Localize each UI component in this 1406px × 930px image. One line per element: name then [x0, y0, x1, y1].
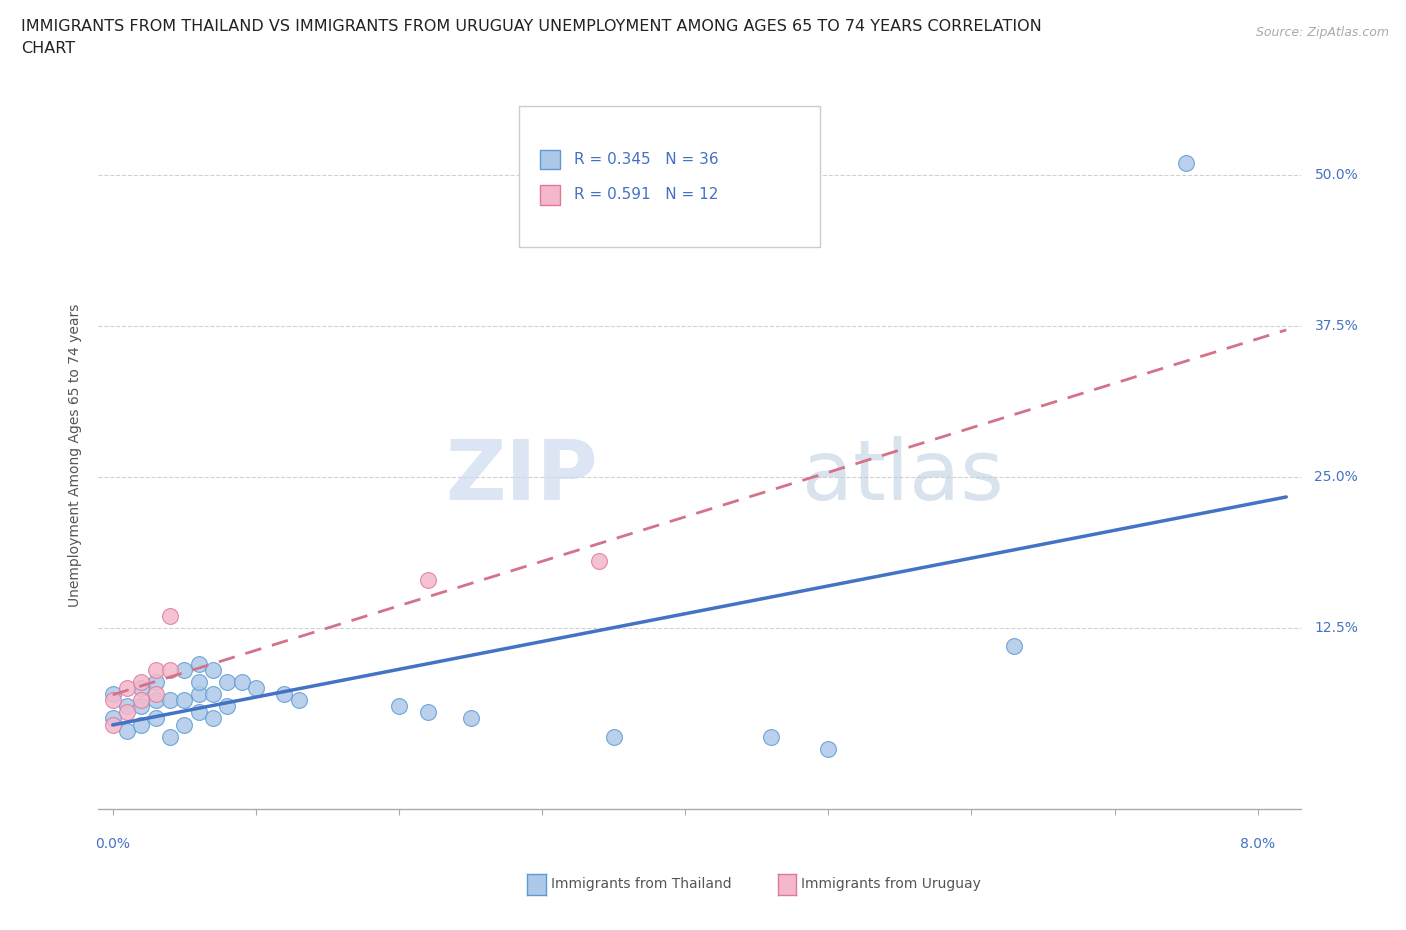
- Text: Immigrants from Uruguay: Immigrants from Uruguay: [801, 877, 981, 892]
- FancyBboxPatch shape: [519, 106, 820, 247]
- Point: [187, 657, 209, 671]
- Point: [201, 687, 224, 702]
- Point: [145, 711, 167, 726]
- Point: [159, 663, 181, 678]
- Point: [201, 663, 224, 678]
- Point: [388, 699, 411, 714]
- Point: [159, 729, 181, 744]
- Point: [817, 741, 839, 756]
- FancyBboxPatch shape: [540, 185, 560, 205]
- Point: [159, 608, 181, 623]
- Point: [173, 717, 195, 732]
- Point: [145, 675, 167, 690]
- Text: 8.0%: 8.0%: [1240, 837, 1275, 851]
- Point: [416, 572, 439, 587]
- Point: [1002, 639, 1025, 654]
- Point: [131, 717, 153, 732]
- Point: [145, 693, 167, 708]
- Point: [273, 687, 295, 702]
- Point: [145, 687, 167, 702]
- Point: [131, 693, 153, 708]
- Point: [115, 699, 138, 714]
- Point: [187, 675, 209, 690]
- Text: 0.0%: 0.0%: [96, 837, 131, 851]
- Point: [217, 699, 239, 714]
- Point: [602, 729, 624, 744]
- Point: [159, 693, 181, 708]
- Text: R = 0.591   N = 12: R = 0.591 N = 12: [574, 187, 718, 203]
- Point: [201, 711, 224, 726]
- Point: [287, 693, 309, 708]
- Point: [460, 711, 482, 726]
- Point: [588, 554, 610, 569]
- Text: Source: ZipAtlas.com: Source: ZipAtlas.com: [1256, 26, 1389, 39]
- Text: R = 0.345   N = 36: R = 0.345 N = 36: [574, 152, 718, 167]
- FancyBboxPatch shape: [540, 150, 560, 169]
- Text: 12.5%: 12.5%: [1315, 621, 1358, 635]
- Point: [101, 693, 124, 708]
- Text: 50.0%: 50.0%: [1315, 167, 1358, 181]
- Point: [131, 699, 153, 714]
- Point: [101, 687, 124, 702]
- Point: [217, 675, 239, 690]
- Point: [1175, 155, 1198, 170]
- Point: [101, 717, 124, 732]
- Point: [145, 663, 167, 678]
- Text: 25.0%: 25.0%: [1315, 470, 1358, 484]
- Point: [115, 705, 138, 720]
- Text: Immigrants from Thailand: Immigrants from Thailand: [551, 877, 731, 892]
- Text: IMMIGRANTS FROM THAILAND VS IMMIGRANTS FROM URUGUAY UNEMPLOYMENT AMONG AGES 65 T: IMMIGRANTS FROM THAILAND VS IMMIGRANTS F…: [21, 19, 1042, 33]
- Point: [115, 724, 138, 738]
- Point: [245, 681, 267, 696]
- Point: [115, 681, 138, 696]
- Point: [187, 687, 209, 702]
- Point: [231, 675, 253, 690]
- Point: [173, 663, 195, 678]
- Point: [416, 705, 439, 720]
- Point: [173, 693, 195, 708]
- Point: [187, 705, 209, 720]
- Y-axis label: Unemployment Among Ages 65 to 74 years: Unemployment Among Ages 65 to 74 years: [69, 304, 83, 607]
- Point: [131, 681, 153, 696]
- Text: CHART: CHART: [21, 41, 75, 56]
- Text: ZIP: ZIP: [444, 436, 598, 517]
- Text: 37.5%: 37.5%: [1315, 319, 1358, 333]
- Text: atlas: atlas: [801, 436, 1004, 517]
- Point: [759, 729, 782, 744]
- Point: [101, 711, 124, 726]
- Point: [131, 675, 153, 690]
